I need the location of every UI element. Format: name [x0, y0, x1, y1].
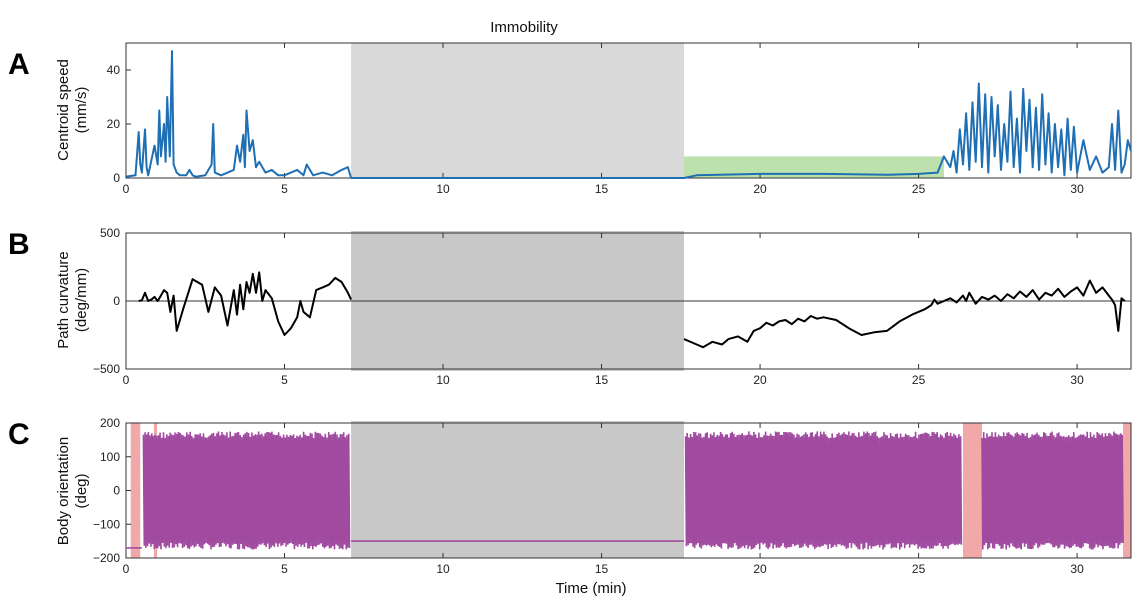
x-axis-title: Time (min): [555, 580, 626, 597]
low-speed-band: [683, 156, 944, 178]
panel-c-ylabel-line1: Body orientation: [55, 437, 72, 545]
x-tick-label: 15: [595, 182, 609, 196]
x-tick-label: 20: [753, 562, 767, 576]
x-tick-label: 25: [912, 182, 926, 196]
y-tick-label: 200: [100, 416, 120, 430]
y-tick-label: 0: [113, 484, 120, 498]
x-tick-label: 10: [436, 373, 450, 387]
x-tick-label: 0: [123, 562, 130, 576]
x-tick-label: 5: [281, 373, 288, 387]
tracking-gap-band: [130, 423, 141, 558]
x-tick-label: 0: [123, 373, 130, 387]
x-tick-label: 30: [1070, 562, 1084, 576]
immobility-band: [351, 421, 684, 558]
curvature-series-line: [138, 271, 353, 336]
panel-a-plot: 0 5 10 15 20 25 30 0 20 40: [107, 42, 1132, 196]
x-tick-label: 15: [595, 373, 609, 387]
x-tick-label: 25: [912, 373, 926, 387]
panel-c: C Body orientation (deg) 0 5 10 15 20 25 30 −20…: [8, 416, 1132, 576]
y-tick-label: 0: [113, 294, 120, 308]
x-tick-label: 30: [1070, 373, 1084, 387]
orientation-series-line: [981, 431, 1124, 550]
panel-b-ylabel-line1: Path curvature: [55, 251, 72, 349]
orientation-series-line: [684, 431, 963, 550]
panel-b: B Path curvature (deg/mm) 0 5 10 15 20 25 30 −5…: [8, 226, 1132, 387]
y-tick-label: 20: [107, 117, 121, 131]
orientation-series-line: [142, 431, 351, 550]
panel-letter-c: C: [8, 418, 30, 451]
y-tick-label: 40: [107, 63, 121, 77]
panel-b-ylabel-line2: (deg/mm): [73, 268, 90, 332]
y-tick-label: 100: [100, 450, 120, 464]
x-tick-label: 0: [123, 182, 130, 196]
immobility-label: Immobility: [490, 19, 558, 36]
panel-c-plot: 0 5 10 15 20 25 30 −200 −100 0 100 200: [93, 416, 1132, 576]
curvature-series-line: [683, 279, 1126, 349]
x-tick-label: 30: [1070, 182, 1084, 196]
panel-c-ylabel-line2: (deg): [73, 473, 90, 508]
tracking-gap-band: [1123, 423, 1131, 558]
x-tick-label: 20: [753, 182, 767, 196]
panel-a-ylabel-line1: Centroid speed: [55, 59, 72, 161]
y-tick-label: 500: [100, 226, 120, 240]
panel-letter-b: B: [8, 228, 30, 261]
tracking-gap-band: [962, 423, 982, 558]
immobility-band: [351, 43, 684, 178]
x-tick-label: 10: [436, 562, 450, 576]
panel-a-ylabel-line2: (mm/s): [73, 87, 90, 134]
y-tick-label: 0: [113, 171, 120, 185]
x-tick-label: 15: [595, 562, 609, 576]
y-tick-label: −200: [93, 551, 120, 565]
panel-a-ylabel: Centroid speed (mm/s): [55, 59, 90, 161]
speed-series-line: [125, 50, 1132, 179]
panel-a: A Centroid speed (mm/s) 0 5 10 15 20 25 30 0 20 4…: [8, 42, 1132, 196]
x-tick-label: 5: [281, 182, 288, 196]
x-tick-label: 20: [753, 373, 767, 387]
x-tick-label: 10: [436, 182, 450, 196]
x-tick-label: 25: [912, 562, 926, 576]
panel-letter-a: A: [8, 48, 30, 81]
y-tick-label: −500: [93, 362, 120, 376]
y-tick-label: −100: [93, 517, 120, 531]
x-tick-label: 5: [281, 562, 288, 576]
